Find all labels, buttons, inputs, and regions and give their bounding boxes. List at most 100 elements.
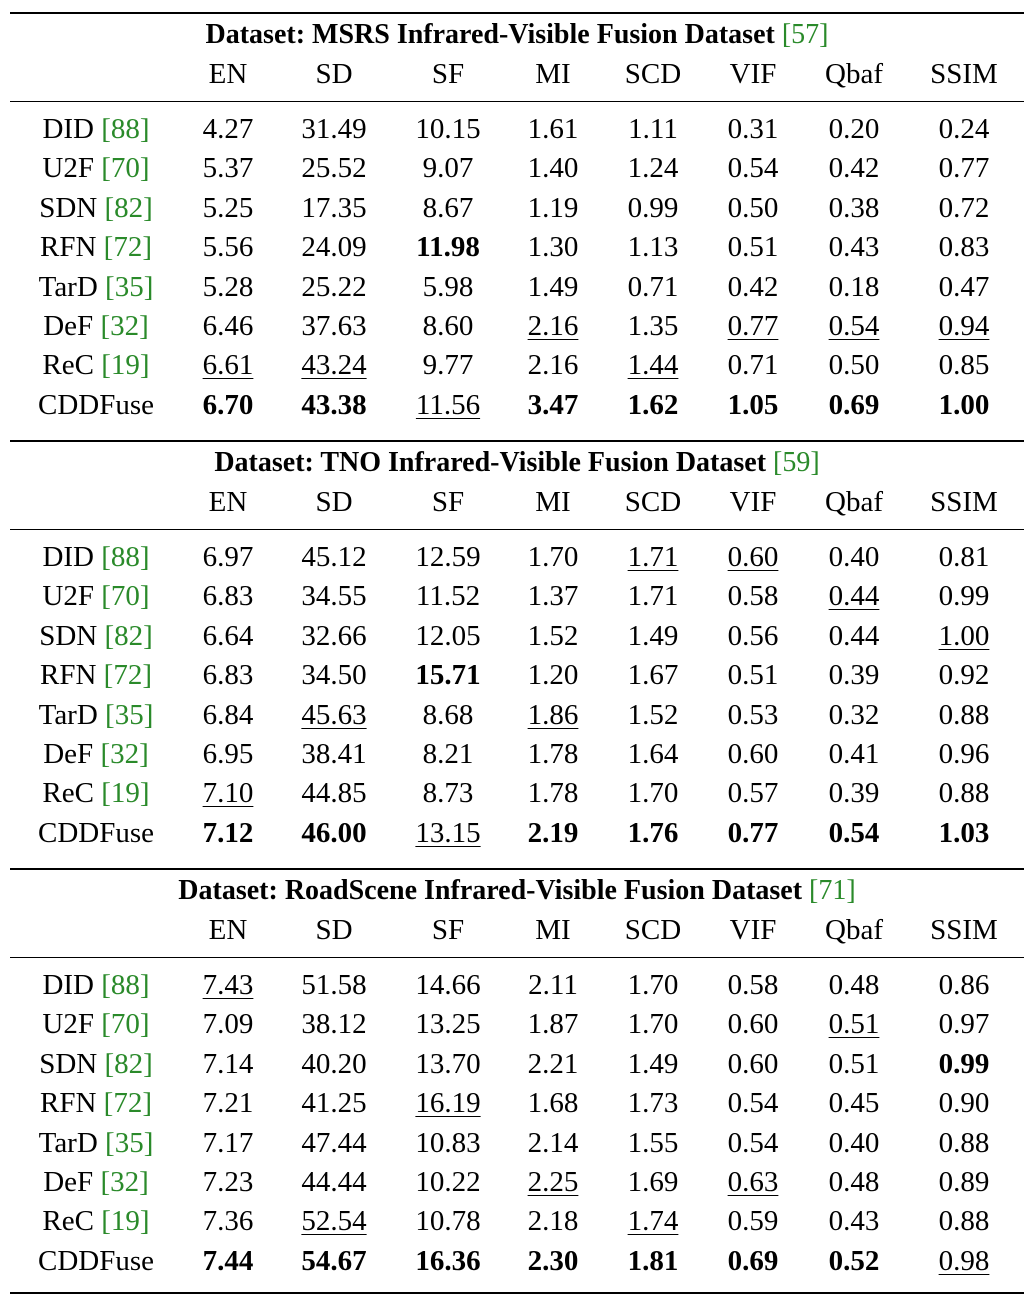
metric-value-text: 0.54	[727, 152, 779, 185]
metric-value-text: 11.52	[415, 580, 481, 613]
method-ref: [32]	[100, 1166, 149, 1198]
metric-value-en: 7.36	[173, 1203, 283, 1239]
method-ref: [72]	[103, 231, 152, 264]
metric-value-text: 0.97	[938, 1008, 990, 1041]
metric-value-text: 0.98	[938, 1244, 990, 1277]
metric-value-text: 1.49	[627, 1047, 679, 1080]
metric-value-text: 1.44	[627, 349, 679, 382]
metric-value-text: 7.17	[202, 1126, 254, 1159]
metric-value-sf: 5.98	[393, 269, 503, 305]
metric-value-sf: 8.73	[393, 775, 503, 811]
metric-value-text: 0.60	[727, 1008, 779, 1041]
method-name: CDDFuse	[10, 1243, 182, 1279]
metric-value-ssim: 0.99	[909, 1046, 1019, 1082]
metric-value-text: 0.58	[727, 969, 779, 1001]
table-row: DID [88] 4.27 31.49 10.15 1.61 1.11 0.31 0.20 0.…	[10, 111, 1024, 147]
metric-value-text: 14.66	[415, 969, 481, 1001]
metric-value-text: 1.24	[627, 152, 679, 185]
metric-value-qbaf: 0.20	[799, 111, 909, 147]
header-rule	[10, 101, 1024, 102]
column-header-qbaf: Qbaf	[825, 914, 883, 946]
metric-value-mi: 1.37	[498, 578, 608, 614]
bottom-rule	[10, 1292, 1024, 1294]
metric-value-text: 1.49	[627, 619, 679, 652]
metric-value-text: 0.63	[727, 1166, 779, 1198]
metric-value-sd: 17.35	[279, 190, 389, 226]
metric-value-text: 32.66	[301, 619, 367, 652]
metric-value-text: 7.14	[202, 1047, 254, 1080]
metric-value-scd: 1.71	[598, 539, 708, 575]
metric-value-ssim: 0.81	[909, 539, 1019, 575]
method-name: RFN [72]	[10, 229, 182, 265]
metric-value-text: 0.77	[727, 310, 779, 342]
metric-value-text: 7.36	[202, 1205, 254, 1238]
metric-value-text: 1.35	[627, 310, 679, 342]
metric-value-text: 10.15	[415, 113, 481, 145]
metric-value-en: 5.28	[173, 269, 283, 305]
metric-value-text: 0.69	[828, 388, 880, 421]
metric-value-scd: 1.70	[598, 967, 708, 1003]
metric-value-scd: 0.99	[598, 190, 708, 226]
method-ref: [19]	[101, 349, 150, 382]
metric-value-ssim: 0.99	[909, 578, 1019, 614]
metric-value-sd: 38.41	[279, 736, 389, 772]
metric-value-mi: 2.21	[498, 1046, 608, 1082]
metric-value-scd: 1.62	[598, 387, 708, 423]
metric-value-en: 4.27	[173, 111, 283, 147]
metric-value-text: 0.56	[727, 619, 779, 652]
header-rule	[10, 529, 1024, 530]
metric-value-text: 7.21	[202, 1087, 254, 1120]
metric-value-text: 0.77	[938, 152, 990, 185]
section-title: Dataset: MSRS Infrared-Visible Fusion Da…	[10, 18, 1024, 52]
metric-value-mi: 2.11	[498, 967, 608, 1003]
metric-value-text: 1.00	[938, 619, 990, 652]
metric-value-en: 6.95	[173, 736, 283, 772]
metric-value-text: 1.73	[627, 1087, 679, 1120]
metric-value-mi: 1.78	[498, 775, 608, 811]
metric-value-text: 38.12	[301, 1008, 367, 1041]
metric-value-scd: 1.55	[598, 1125, 708, 1161]
metric-value-qbaf: 0.40	[799, 539, 909, 575]
column-header-en: EN	[208, 914, 248, 946]
metric-value-en: 7.09	[173, 1006, 283, 1042]
metric-value-mi: 3.47	[498, 387, 608, 423]
metric-value-text: 5.98	[422, 270, 474, 303]
section-title-ref: [71]	[809, 875, 856, 906]
metric-value-ssim: 0.88	[909, 697, 1019, 733]
metric-value-qbaf: 0.42	[799, 150, 909, 186]
table-row: RFN [72] 5.56 24.09 11.98 1.30 1.13 0.51 0.43 0.…	[10, 229, 1024, 265]
table-row: RFN [72] 6.83 34.50 15.71 1.20 1.67 0.51 0.39 0.…	[10, 657, 1024, 693]
method-ref: [35]	[105, 1126, 154, 1159]
metric-value-ssim: 1.03	[909, 815, 1019, 851]
metric-value-text: 11.98	[416, 231, 480, 264]
section-title-text: Dataset: TNO Infrared-Visible Fusion Dat…	[214, 447, 767, 478]
method-label: U2F	[42, 580, 94, 613]
metric-value-text: 0.54	[727, 1126, 779, 1159]
method-name: DeF [32]	[10, 736, 182, 772]
metric-value-text: 0.99	[938, 580, 990, 613]
dataset-section: Dataset: MSRS Infrared-Visible Fusion Da…	[10, 12, 1024, 440]
metric-value-qbaf: 0.40	[799, 1125, 909, 1161]
metric-value-en: 6.46	[173, 308, 283, 344]
metric-value-text: 51.58	[301, 969, 367, 1001]
method-name: TarD [35]	[10, 697, 182, 733]
metric-value-text: 1.03	[938, 816, 990, 849]
metric-value-vif: 1.05	[698, 387, 808, 423]
metric-value-sd: 47.44	[279, 1125, 389, 1161]
section-title: Dataset: TNO Infrared-Visible Fusion Dat…	[10, 446, 1024, 480]
table-row: CDDFuse 6.70 43.38 11.56 3.47 1.62 1.05 0.69 1.0…	[10, 387, 1024, 423]
metric-value-text: 1.70	[627, 969, 679, 1001]
metric-value-qbaf: 0.50	[799, 347, 909, 383]
metric-value-text: 6.46	[202, 310, 254, 342]
metric-value-text: 9.77	[422, 349, 474, 382]
metric-value-text: 7.44	[202, 1244, 254, 1277]
metric-value-text: 0.31	[727, 113, 779, 145]
metric-value-text: 0.48	[828, 1166, 880, 1198]
method-name: SDN [82]	[10, 1046, 182, 1082]
metric-value-en: 7.43	[173, 967, 283, 1003]
metric-value-text: 0.96	[938, 738, 990, 770]
top-rule	[10, 440, 1024, 442]
metric-value-text: 1.86	[527, 698, 579, 731]
metric-value-sd: 43.24	[279, 347, 389, 383]
metric-value-sd: 51.58	[279, 967, 389, 1003]
